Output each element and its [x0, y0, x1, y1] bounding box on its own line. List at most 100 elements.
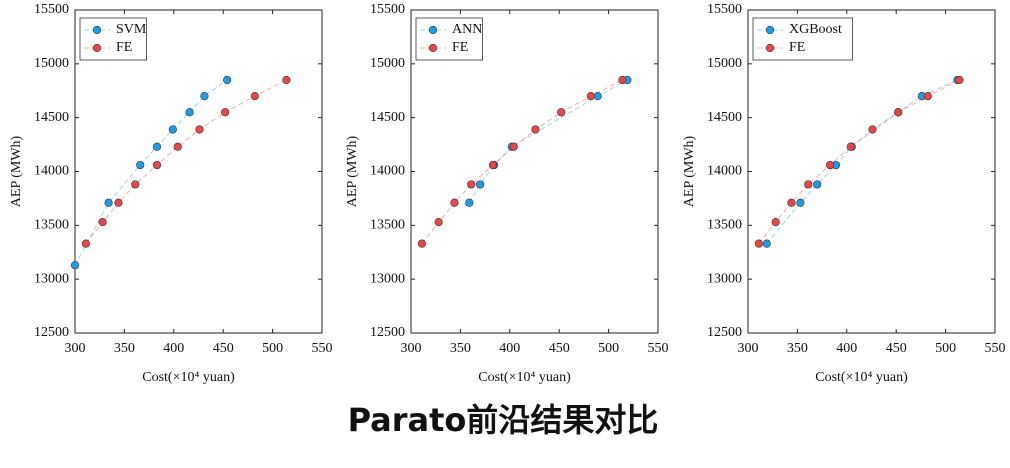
y-tick-label: 14500	[370, 110, 405, 125]
data-point	[509, 142, 518, 151]
data-point	[114, 198, 123, 207]
legend-marker	[428, 25, 438, 35]
legend-marker	[765, 25, 775, 35]
y-tick-label: 15000	[707, 56, 742, 71]
y-axis-label: AEP (MWh)	[9, 135, 24, 207]
y-tick-label: 15000	[34, 56, 69, 71]
y-tick-label: 12500	[34, 325, 69, 340]
x-axis-label: Cost(×10⁴ yuan)	[815, 370, 908, 385]
data-point	[762, 239, 771, 248]
data-point	[221, 108, 230, 117]
x-tick-label: 550	[648, 341, 669, 356]
x-tick-label: 500	[598, 341, 619, 356]
y-tick-label: 15500	[707, 2, 742, 17]
data-point	[754, 239, 763, 248]
data-point	[586, 92, 595, 101]
data-point	[98, 218, 107, 227]
y-tick-label: 15500	[34, 2, 69, 17]
x-tick-label: 550	[985, 341, 1006, 356]
y-tick-label: 12500	[707, 325, 742, 340]
data-point	[450, 198, 459, 207]
x-tick-label: 300	[65, 341, 86, 356]
data-point	[173, 142, 182, 151]
data-point	[825, 160, 835, 170]
data-point	[136, 160, 145, 170]
data-point	[894, 108, 903, 117]
data-point	[488, 160, 498, 170]
y-tick-label: 13500	[370, 218, 405, 233]
y-tick-label: 12500	[370, 325, 405, 340]
x-tick-label: 350	[114, 341, 135, 356]
x-tick-label: 400	[836, 341, 857, 356]
y-tick-label: 13000	[34, 271, 69, 286]
y-tick-label: 14000	[707, 164, 742, 179]
data-point	[168, 125, 177, 134]
x-tick-label: 450	[549, 341, 570, 356]
data-point	[152, 142, 162, 151]
subplot: 12500 13000 13500 14000 14500 15000 15500 300 35…	[345, 2, 668, 385]
legend-marker	[92, 43, 102, 53]
y-tick-label: 13500	[707, 218, 742, 233]
data-point	[81, 239, 90, 248]
series-line	[766, 79, 958, 244]
legend-label: FE	[452, 40, 468, 55]
series-line	[74, 79, 228, 266]
data-point	[195, 125, 204, 134]
x-tick-label: 400	[163, 341, 184, 356]
subplot: 12500 13000 13500 14000 14500 15000 15500 300 35…	[682, 2, 1005, 385]
data-point	[813, 180, 822, 189]
legend-marker	[92, 25, 102, 35]
data-point	[923, 92, 932, 101]
x-tick-label: 450	[213, 341, 234, 356]
data-point	[804, 180, 813, 189]
data-point	[796, 198, 805, 207]
x-tick-label: 550	[312, 341, 333, 356]
y-tick-label: 14500	[34, 110, 69, 125]
data-point	[417, 239, 426, 248]
x-tick-label: 300	[401, 341, 422, 356]
series-line	[468, 79, 628, 203]
legend-label: ANN	[452, 22, 482, 37]
y-tick-label: 13000	[370, 271, 405, 286]
data-point	[531, 125, 540, 134]
y-tick-label: 13000	[707, 271, 742, 286]
x-tick-label: 450	[886, 341, 907, 356]
legend-box	[79, 17, 147, 61]
x-tick-label: 350	[450, 341, 471, 356]
y-tick-label: 15500	[370, 2, 405, 17]
series-line	[85, 79, 287, 244]
data-point	[476, 180, 485, 189]
y-tick-label: 13500	[34, 218, 69, 233]
series-line	[758, 79, 960, 244]
legend-label: FE	[116, 40, 132, 55]
data-point	[467, 180, 476, 189]
data-point	[465, 198, 474, 207]
y-axis-label: AEP (MWh)	[682, 135, 697, 207]
x-tick-label: 500	[935, 341, 956, 356]
data-point	[771, 218, 780, 227]
data-point	[152, 160, 162, 170]
data-point	[200, 92, 209, 101]
data-point	[185, 108, 194, 117]
data-point	[846, 142, 855, 151]
x-axis-label: Cost(×10⁴ yuan)	[478, 370, 571, 385]
data-point	[868, 125, 877, 134]
data-point	[434, 218, 443, 227]
y-tick-label: 14500	[707, 110, 742, 125]
subplot: 12500 13000 13500 14000 14500 15000 15500 300 35…	[9, 2, 332, 385]
data-point	[593, 92, 602, 101]
data-point	[955, 75, 964, 85]
legend-box	[752, 17, 853, 61]
data-point	[557, 108, 566, 117]
legend-label: FE	[789, 40, 805, 55]
data-point	[250, 92, 259, 101]
x-tick-label: 350	[787, 341, 808, 356]
data-point	[282, 75, 291, 85]
data-point	[787, 198, 796, 207]
data-point	[104, 198, 113, 207]
legend-marker	[765, 43, 775, 53]
legend-label: SVM	[116, 22, 147, 37]
y-tick-label: 14000	[34, 164, 69, 179]
legend-box	[415, 17, 483, 61]
x-tick-label: 300	[738, 341, 759, 356]
